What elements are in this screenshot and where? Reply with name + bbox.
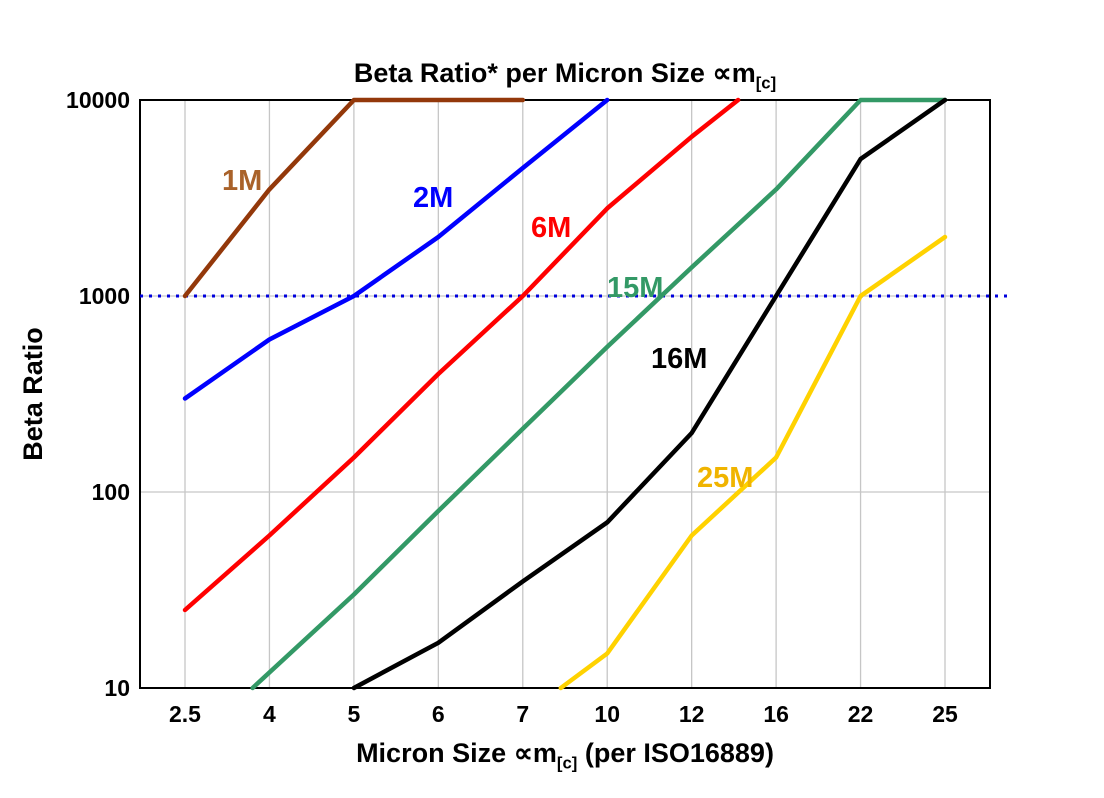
series-label-2M: 2M [413,182,453,214]
series-label-16M: 16M [651,343,707,375]
y-tick-label: 10 [104,675,130,701]
x-tick-label: 12 [679,701,705,727]
x-tick-label: 7 [516,701,529,727]
x-axis-title: Micron Size ∝m[c] (per ISO16889) [140,738,990,773]
y-tick-label: 100 [92,479,130,505]
x-axis-title-suffix: (per ISO16889) [577,738,774,768]
x-tick-label: 6 [432,701,445,727]
series-label-6M: 6M [531,212,571,244]
series-label-25M: 25M [697,462,753,494]
series-line-25M [558,234,948,691]
chart-title: Beta Ratio* per Micron Size ∝m[c] [140,58,990,93]
x-axis-title-prefix: Micron Size ∝m [356,738,557,768]
series-line-16M [351,97,948,691]
series-line-15M [250,97,948,691]
chart-title-text: Beta Ratio* per Micron Size ∝m [353,58,756,88]
chart-title-sub: [c] [755,73,777,93]
y-tick-label: 10000 [66,87,130,113]
series-line-2M [182,97,610,401]
plot-border [139,99,991,689]
x-tick-label: 10 [594,701,620,727]
series-label-1M: 1M [222,165,262,197]
x-tick-label: 4 [263,701,276,727]
x-axis-title-sub: [c] [556,753,578,773]
x-tick-label: 16 [763,701,789,727]
series-label-15M: 15M [607,272,663,304]
x-tick-label: 22 [848,701,874,727]
x-tick-label: 5 [347,701,360,727]
x-tick-label: 25 [932,701,958,727]
series-line-6M [182,97,741,613]
series-line-1M [182,97,526,299]
x-tick-label: 2.5 [169,701,201,727]
y-tick-label: 1000 [79,283,130,309]
